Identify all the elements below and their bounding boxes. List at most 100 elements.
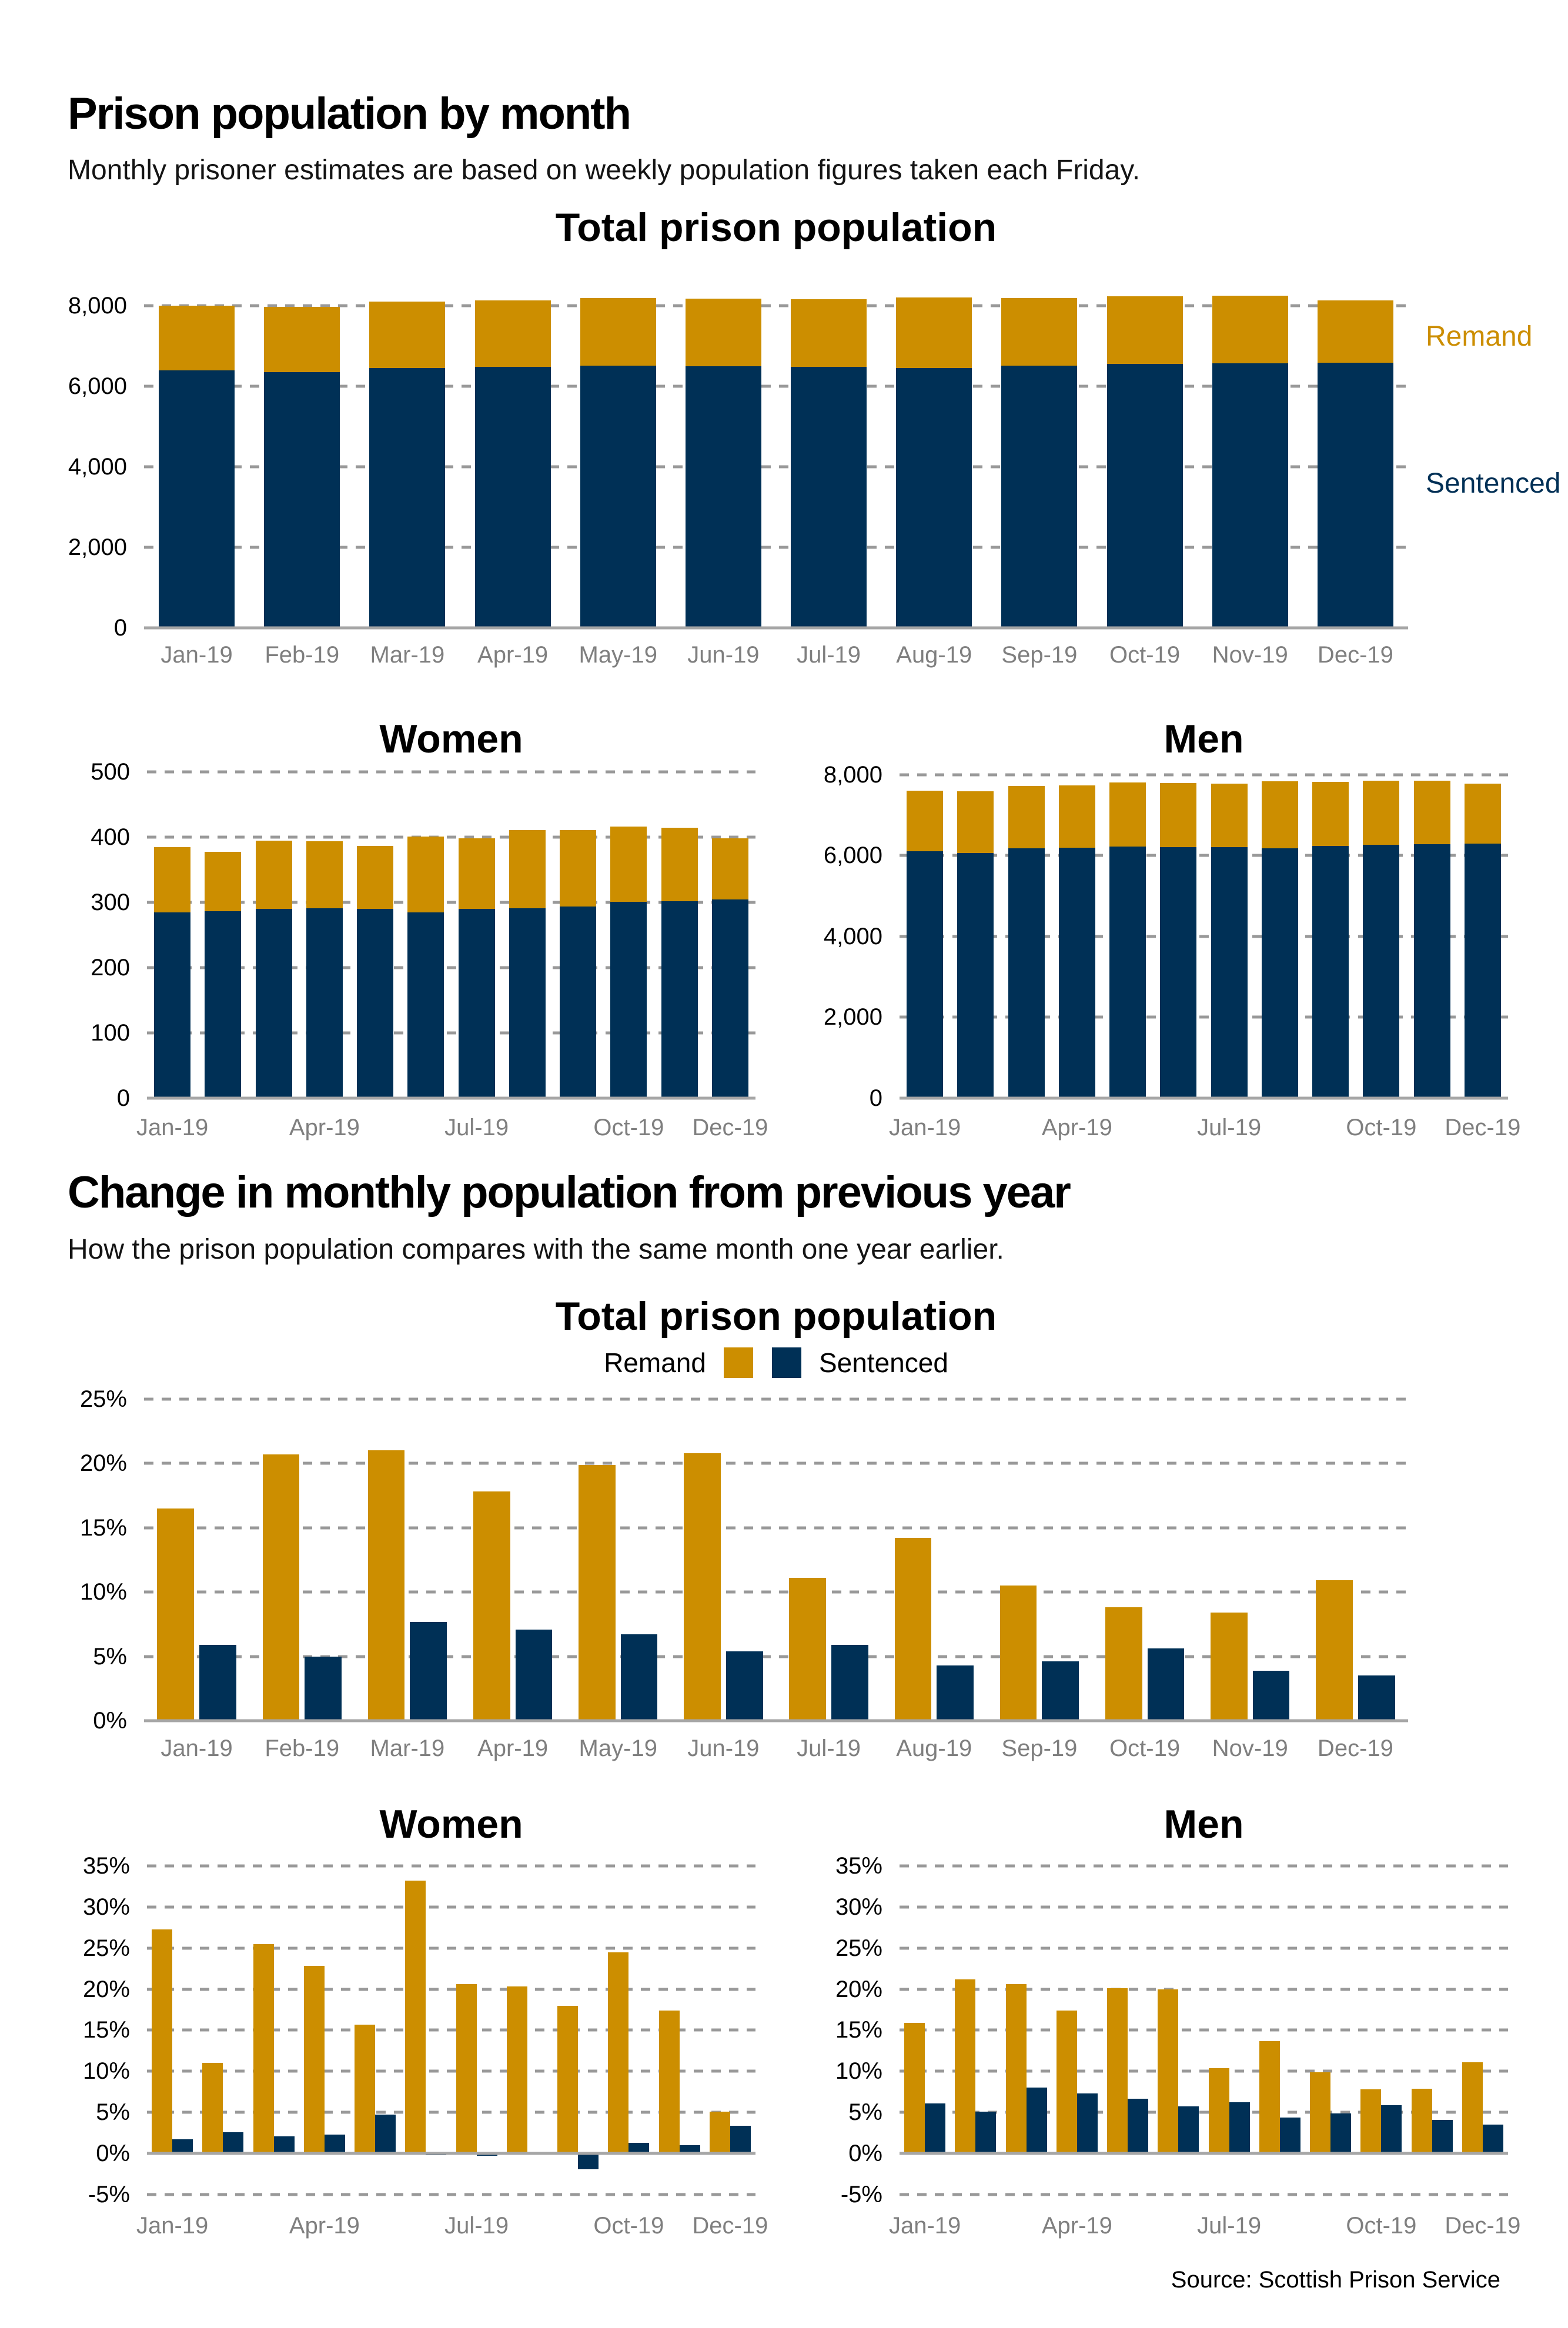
- category-slot: [249, 1854, 299, 2195]
- bar-remand: [1056, 2010, 1077, 2154]
- category-slot: [1052, 767, 1102, 1098]
- y-tick-label: 400: [91, 824, 130, 851]
- x-tick-label: Mar-19: [370, 1735, 445, 1761]
- bar-sentenced: [730, 2125, 751, 2154]
- bar-sentenced: [515, 1629, 553, 1721]
- y-tick-label: 10%: [835, 2058, 882, 2085]
- category-slot: [249, 286, 355, 628]
- category-slot: [1303, 286, 1408, 628]
- category-slot: [881, 1386, 987, 1721]
- y-tick-label: 2,000: [68, 534, 127, 561]
- category-slot: [553, 759, 603, 1098]
- bar-remand: [1259, 2041, 1280, 2154]
- bar-segment-remand: [159, 306, 235, 370]
- y-axis-men-change: -5% 0% 5% 10% 15% 20% 25% 30% 35%: [800, 1854, 891, 2206]
- bar-remand: [367, 1450, 405, 1721]
- legend-label-sentenced: Sentenced: [818, 1347, 948, 1378]
- category-slot: [400, 1854, 451, 2195]
- y-axis-women-population: 0 100 200 300 400 500: [47, 759, 138, 1110]
- bar-sentenced: [1432, 2119, 1453, 2154]
- bar-segment-remand: [957, 791, 994, 853]
- category-slot: [249, 759, 299, 1098]
- gridline: [144, 304, 1408, 307]
- gridline: [144, 1461, 1408, 1465]
- bar-segment-sentenced: [791, 367, 867, 628]
- gridline: [147, 835, 755, 839]
- bar-remand: [1462, 2062, 1483, 2154]
- gridline: [147, 966, 755, 969]
- x-tick-label: Oct-19: [1346, 2213, 1417, 2239]
- bar-segment-remand: [685, 298, 761, 366]
- section-change-title: Change in monthly population from previo…: [68, 1168, 1071, 1217]
- x-tick-label: Apr-19: [477, 642, 549, 668]
- y-tick-label: 25%: [79, 1386, 127, 1412]
- bar-segment-sentenced: [407, 912, 444, 1098]
- bar-remand: [157, 1508, 195, 1721]
- category-slot: [987, 1386, 1092, 1721]
- bar-sentenced: [937, 1665, 974, 1721]
- y-tick-label: 10%: [82, 2058, 130, 2085]
- x-tick-label: May-19: [579, 1735, 657, 1761]
- x-tick-label: Oct-19: [1346, 1115, 1417, 1140]
- x-tick-label: Jan-19: [136, 1115, 209, 1140]
- chart-title-men-change: Men: [1164, 1802, 1244, 1847]
- category-slot: [502, 1854, 553, 2195]
- bar-segment-sentenced: [711, 899, 748, 1098]
- bar-segment-remand: [1109, 782, 1146, 847]
- category-slot: [603, 759, 654, 1098]
- x-tick-label: Feb-19: [265, 1735, 340, 1761]
- bar-segment-sentenced: [1261, 848, 1298, 1098]
- gridline: [900, 935, 1508, 938]
- bar-segment-sentenced: [255, 909, 292, 1098]
- gridline: [144, 1590, 1408, 1594]
- x-axis-line: [144, 626, 1408, 630]
- bar-segment-sentenced: [474, 367, 551, 628]
- bar-segment-sentenced: [458, 909, 495, 1098]
- category-slot: [299, 1854, 350, 2195]
- x-axis-women-change: Jan-19 Apr-19 Jul-19 Oct-19 Dec-19: [136, 2214, 768, 2249]
- x-tick-label: Jul-19: [1197, 2213, 1262, 2239]
- x-axis-men-change: Jan-19 Apr-19 Jul-19 Oct-19 Dec-19: [889, 2213, 1520, 2249]
- y-tick-label: 2,000: [823, 1004, 882, 1031]
- x-tick-label: Dec-19: [692, 1115, 768, 1140]
- bar-segment-remand: [711, 838, 748, 899]
- bar-sentenced: [578, 2153, 599, 2169]
- category-slot: [350, 759, 400, 1098]
- category-slot: [1305, 767, 1356, 1098]
- bar-remand: [303, 1966, 325, 2154]
- bar-remand: [405, 1881, 426, 2154]
- y-tick-label: 5%: [93, 1643, 127, 1670]
- bar-segment-remand: [1160, 783, 1197, 847]
- bar-sentenced: [1358, 1675, 1395, 1721]
- bar-sentenced: [975, 2111, 997, 2154]
- category-slot: [144, 286, 249, 628]
- y-tick-label: 25%: [835, 1935, 882, 1961]
- category-slot: [249, 1386, 355, 1721]
- category-slot: [198, 759, 248, 1098]
- y-tick-label: 30%: [82, 1894, 130, 1920]
- bar-sentenced: [1279, 2117, 1300, 2154]
- x-tick-label: Jan-19: [136, 2213, 209, 2239]
- gridline: [900, 1864, 1508, 1868]
- bar-sentenced: [273, 2136, 295, 2154]
- bar-segment-remand: [1106, 296, 1183, 364]
- bar-remand: [1211, 1613, 1248, 1721]
- x-tick-label: Nov-19: [1212, 642, 1288, 668]
- bar-segment-remand: [1317, 300, 1393, 363]
- bar-segment-sentenced: [159, 370, 235, 628]
- gridline: [900, 1905, 1508, 1909]
- bar-segment-sentenced: [1008, 848, 1045, 1098]
- y-tick-label: 100: [91, 1020, 130, 1046]
- bar-sentenced: [199, 1644, 236, 1721]
- category-slot: [1153, 767, 1203, 1098]
- bar-segment-sentenced: [509, 908, 546, 1098]
- bar-sentenced: [1381, 2105, 1402, 2154]
- bar-segment-sentenced: [1317, 362, 1393, 628]
- bar-segment-remand: [896, 297, 972, 369]
- bar-segment-sentenced: [1212, 363, 1288, 628]
- bar-remand: [506, 1986, 527, 2154]
- gridline: [900, 1946, 1508, 1950]
- bar-segment-remand: [154, 847, 191, 912]
- y-axis-total-change: 0% 5% 10% 15% 20% 25%: [32, 1386, 135, 1732]
- y-tick-label: 8,000: [823, 761, 882, 788]
